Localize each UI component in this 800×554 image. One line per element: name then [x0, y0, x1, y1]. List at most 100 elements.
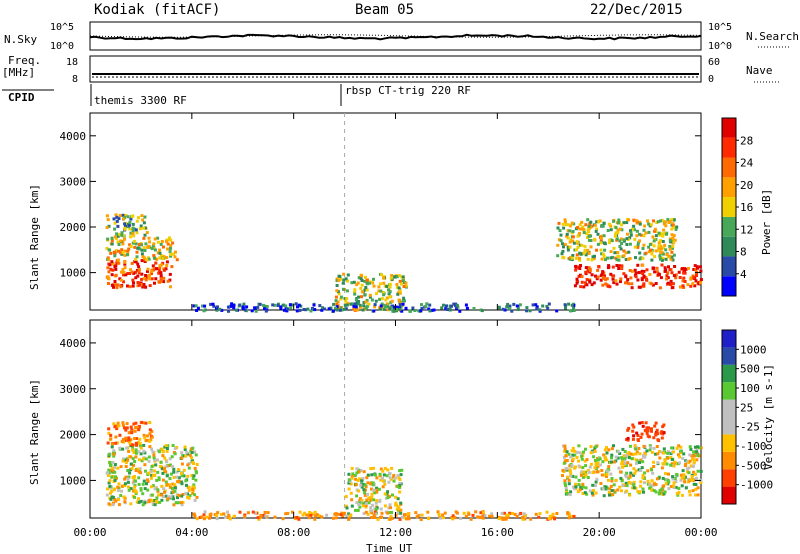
echo-cell: [363, 293, 367, 297]
echo-cell: [110, 260, 114, 264]
echo-cell: [569, 474, 573, 478]
echo-cell: [126, 249, 130, 253]
echo-cell: [603, 458, 607, 462]
echo-region-morning-band-low: [105, 259, 174, 290]
echo-cell: [129, 487, 133, 491]
echo-cell: [114, 283, 118, 287]
echo-cell: [143, 260, 147, 263]
echo-cell: [684, 486, 688, 490]
y-tick-label: 3000: [60, 175, 87, 188]
x-tick-label: 16:00: [481, 526, 514, 539]
echo-cell: [165, 240, 169, 244]
echo-cell: [580, 473, 583, 477]
echo-cell: [266, 511, 270, 515]
echo-cell: [164, 267, 168, 271]
echo-cell: [678, 461, 681, 465]
echo-cell: [148, 499, 152, 502]
echo-region-ground-line: [192, 302, 576, 313]
echo-cell: [655, 428, 659, 432]
y-tick-label: 1000: [60, 267, 87, 280]
echo-cell: [633, 444, 637, 448]
echo-cell: [662, 447, 666, 451]
echo-cell: [528, 309, 532, 313]
echo-cell: [574, 485, 578, 489]
echo-cell: [569, 490, 573, 494]
echo-cell: [393, 476, 397, 480]
echo-cell: [169, 463, 172, 467]
echo-cell: [377, 487, 381, 491]
echo-cell: [179, 501, 183, 505]
echo-cell: [561, 249, 565, 253]
echo-cell: [587, 238, 591, 242]
echo-cell: [343, 303, 347, 307]
echo-cell: [173, 452, 177, 456]
echo-cell: [116, 485, 120, 489]
echo-cell: [133, 485, 137, 489]
echo-cell: [349, 302, 353, 306]
echo-cell: [612, 483, 616, 487]
echo-cell: [586, 218, 590, 222]
echo-cell: [263, 307, 266, 311]
echo-cell: [391, 304, 395, 308]
echo-cell: [365, 298, 369, 302]
echo-cell: [398, 307, 402, 311]
echo-cell: [168, 477, 172, 481]
echo-cell: [143, 226, 147, 230]
echo-cell: [352, 280, 356, 284]
echo-cell: [358, 505, 362, 509]
echo-cell: [575, 450, 579, 454]
echo-cell: [596, 461, 600, 465]
echo-cell: [582, 285, 586, 289]
echo-cell: [120, 270, 123, 274]
echo-cell: [636, 490, 640, 494]
echo-cell: [195, 309, 199, 312]
echo-cell: [655, 270, 659, 274]
echo-cell: [615, 237, 619, 241]
echo-cell: [168, 272, 172, 276]
echo-cell: [633, 228, 636, 232]
echo-cell: [132, 476, 136, 480]
echo-cell: [656, 452, 660, 456]
echo-cell: [656, 432, 659, 436]
echo-cell: [355, 494, 359, 498]
echo-cell: [393, 275, 397, 279]
echo-cell: [337, 279, 341, 282]
echo-cell: [628, 242, 632, 246]
echo-cell: [612, 219, 615, 223]
echo-cell: [133, 245, 137, 249]
echo-cell: [583, 244, 587, 248]
echo-cell: [342, 278, 346, 282]
echo-cell: [655, 266, 659, 270]
echo-cell: [671, 246, 674, 250]
echo-cell: [645, 449, 649, 453]
echo-cell: [684, 463, 688, 466]
echo-cell: [668, 247, 672, 251]
echo-cell: [120, 231, 124, 235]
echo-cell: [332, 516, 335, 520]
echo-cell: [115, 427, 119, 431]
echo-cell: [579, 485, 583, 489]
echo-cell: [389, 506, 392, 510]
echo-cell: [648, 273, 652, 276]
echo-cell: [121, 213, 125, 217]
echo-cell: [355, 471, 359, 475]
echo-cell: [135, 219, 139, 223]
echo-cell: [586, 248, 590, 252]
echo-cell: [181, 454, 185, 458]
echo-cell: [562, 455, 566, 459]
echo-cell: [180, 494, 184, 498]
echo-cell: [531, 303, 535, 307]
echo-region-evening-orange: [625, 421, 666, 443]
echo-cell: [634, 275, 638, 279]
echo-cell: [596, 465, 600, 469]
echo-cell: [628, 444, 632, 448]
echo-cell: [370, 516, 374, 519]
echo-cell: [641, 272, 645, 275]
echo-cell: [395, 305, 399, 309]
echo-cell: [387, 292, 391, 296]
echo-cell: [683, 475, 687, 479]
echo-cell: [147, 257, 151, 261]
echo-cell: [617, 258, 621, 262]
echo-cell: [653, 424, 657, 428]
echo-cell: [399, 501, 403, 505]
